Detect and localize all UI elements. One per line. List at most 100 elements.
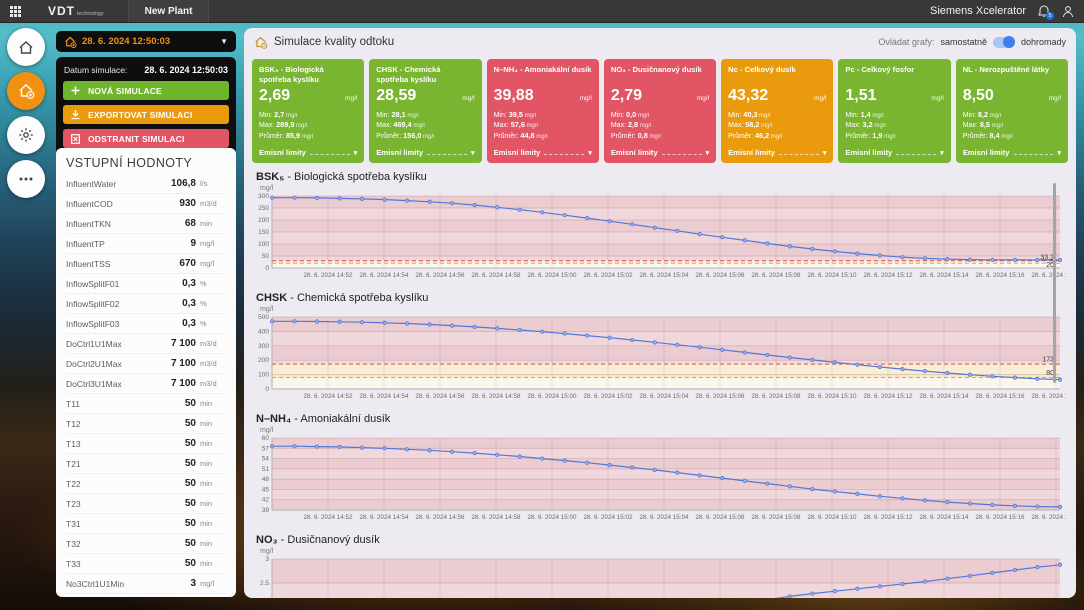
chevron-down-icon: ▾ (353, 150, 358, 157)
card-value: 2,79 (610, 87, 642, 104)
download-icon (71, 109, 80, 119)
emission-limits-dropdown[interactable]: Emisní limity ▾ (259, 148, 357, 157)
chart-control-toggle-group: Ovládat grafy: samostatně dohromady (878, 36, 1066, 48)
emission-limits-label: Emisní limity (493, 148, 541, 157)
svg-text:28. 6. 2024 15:08: 28. 6. 2024 15:08 (751, 272, 801, 279)
card-desc: - Amoniakální dusík (517, 65, 592, 74)
chart-control-option-separate[interactable]: samostatně (940, 37, 987, 47)
vdt-logo-sub: technology (77, 11, 104, 17)
svg-text:80: 80 (1046, 370, 1054, 377)
emission-limits-dropdown[interactable]: Emisní limity ▾ (376, 148, 474, 157)
sidebar-item-more[interactable] (7, 160, 45, 198)
tab-new-plant[interactable]: New Plant (127, 0, 210, 22)
card-unit: mg/l (462, 95, 475, 102)
emission-limits-dropdown[interactable]: Emisní limity ▾ (611, 148, 709, 157)
sidebar-item-new-simulation[interactable] (7, 72, 45, 110)
input-row: InfluentWater 106,8 l/s (66, 174, 226, 194)
input-values-list: InfluentWater 106,8 l/s InfluentCOD 930 m3/d I… (66, 174, 226, 597)
user-menu-button[interactable] (1062, 5, 1074, 18)
svg-text:28. 6. 2024 15:04: 28. 6. 2024 15:04 (639, 514, 689, 521)
chart-block: CHSK - Chemická spotřeba kyslíku mg/l 28. … (254, 292, 1066, 403)
stat-unit: mg/l (405, 112, 419, 119)
input-row: DoCtrl2U1Max 7 100 m3/d (66, 354, 226, 374)
chart-y-axis-unit: mg/l (260, 306, 274, 313)
chart-plot-1[interactable]: 28. 6. 2024 14:52 28. 6. 2024 14:54 28. 6.… (254, 313, 1066, 403)
sidebar-item-home[interactable] (7, 28, 45, 66)
input-unit: min (200, 519, 213, 528)
sidebar-item-settings[interactable] (7, 116, 45, 154)
input-label: T23 (66, 498, 81, 509)
input-value: 0,3 (182, 298, 196, 309)
svg-text:28. 6. 2024 15:00: 28. 6. 2024 15:00 (527, 272, 577, 279)
card-desc: - Celkový fosfor (854, 65, 915, 74)
notifications-button[interactable]: 5 (1038, 4, 1054, 20)
card-name: NO₃ (610, 65, 626, 74)
simulation-date-value: 28. 6. 2024 12:50:03 (144, 65, 228, 75)
input-label: T33 (66, 558, 81, 569)
svg-text:28. 6. 2024 15:06: 28. 6. 2024 15:06 (695, 393, 745, 400)
stat-unit: mg/l (524, 123, 538, 129)
emission-limits-dropdown[interactable]: Emisní limity ▾ (728, 148, 826, 157)
input-unit: min (200, 559, 213, 568)
svg-text:173: 173 (1042, 356, 1054, 363)
input-unit: min (200, 479, 213, 488)
ellipsis-icon (19, 177, 33, 181)
app-grid-icon[interactable] (0, 5, 30, 17)
stat-value: 469,4 (393, 120, 412, 129)
card-max: Max: 289,9 mg/l (259, 120, 308, 129)
chart-title-name: CHSK (256, 292, 288, 304)
stat-unit: mg/l (647, 133, 661, 140)
svg-text:28. 6. 2024 15:16: 28. 6. 2024 15:16 (975, 272, 1025, 279)
svg-text:100: 100 (258, 241, 269, 248)
stat-value: 2,8 (627, 120, 639, 129)
card-avg: Průměr: 85,9 mg/l (259, 130, 314, 140)
card-value-row: 1,51 mg/l (845, 87, 943, 105)
input-label: InflowSplitF03 (66, 318, 120, 329)
stat-value: 1,4 (860, 109, 871, 119)
chart-control-option-together[interactable]: dohromady (1020, 37, 1066, 47)
chart-plot-0[interactable]: 28. 6. 2024 14:52 28. 6. 2024 14:54 28. 6.… (254, 192, 1066, 282)
svg-text:3: 3 (265, 556, 269, 563)
chart-block: BSK₅ - Biologická spotřeba kyslíku mg/l 28… (254, 171, 1066, 282)
svg-text:57: 57 (262, 445, 270, 452)
emission-limits-dropdown[interactable]: Emisní limity ▾ (494, 148, 592, 157)
input-row: T13 50 min (66, 434, 226, 454)
input-row: T32 50 min (66, 534, 226, 554)
chart-y-axis-unit: mg/l (260, 185, 274, 192)
export-simulation-button[interactable]: EXPORTOVAT SIMULACI (63, 105, 229, 124)
emission-limits-dropdown[interactable]: Emisní limity ▾ (963, 148, 1061, 157)
input-unit: l/s (200, 179, 208, 188)
delete-simulation-button[interactable]: ODSTRANIT SIMULACI (63, 129, 229, 148)
simulation-date-dropdown[interactable]: 28. 6. 2024 12:50:03 ▼ (56, 31, 236, 52)
card-name: Pc (845, 65, 855, 74)
svg-text:48: 48 (262, 476, 270, 483)
input-unit: m3/d (200, 359, 217, 368)
input-unit: min (200, 539, 213, 548)
dashed-divider (661, 154, 702, 155)
svg-text:28. 6. 2024 15:18: 28. 6. 2024 15:18 (1031, 393, 1066, 400)
stat-unit: mg/l (421, 133, 435, 140)
input-value: 68 (184, 218, 196, 229)
input-row: InflowSplitF01 0,3% (66, 274, 226, 294)
stat-value: 2,7 (274, 109, 285, 119)
card-desc: - Nerozpuštěné látky (972, 65, 1050, 74)
emission-limits-label: Emisní limity (962, 148, 1010, 157)
chart-control-toggle[interactable] (992, 36, 1015, 48)
card-max: Max: 2,8 mg/l (610, 120, 652, 129)
input-unit: m3/d (200, 339, 217, 348)
user-icon (1063, 5, 1073, 17)
svg-text:28. 6. 2024 15:06: 28. 6. 2024 15:06 (695, 272, 745, 279)
house-gear-icon (255, 36, 268, 49)
stat-unit: mg/l (882, 133, 896, 140)
charts-scrollbar[interactable] (1053, 183, 1056, 383)
new-simulation-button[interactable]: NOVÁ SIMULACE (63, 81, 229, 100)
svg-text:300: 300 (258, 343, 269, 350)
chart-plot-2[interactable]: 28. 6. 2024 14:52 28. 6. 2024 14:54 28. 6.… (254, 434, 1066, 524)
emission-limits-dropdown[interactable]: Emisní limity ▾ (845, 148, 943, 157)
input-value: 930 (179, 198, 196, 209)
input-value: 50 (184, 458, 196, 469)
stat-unit: mg/l (757, 112, 771, 119)
stat-unit: mg/l (300, 133, 314, 140)
input-label: DoCtrl3U1Max (66, 378, 122, 389)
